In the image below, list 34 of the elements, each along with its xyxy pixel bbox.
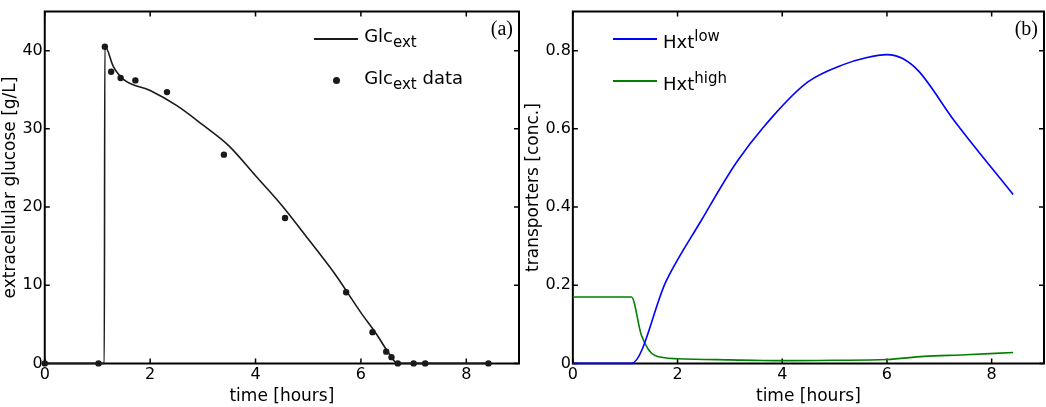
annotation: (a)	[490, 16, 513, 40]
point	[132, 77, 139, 84]
x-tick-label: 6	[881, 364, 893, 384]
x-tick-label: 4	[777, 364, 788, 384]
y-tick-label: 0.8	[545, 39, 571, 59]
x-tick-label: 6	[355, 364, 367, 384]
point	[107, 68, 115, 75]
y-axis-title: transporters [conc.]	[521, 103, 542, 272]
legend-label: Glc$_{ext}$ data	[364, 65, 463, 95]
point	[485, 360, 492, 367]
y-tick-label: 20	[22, 196, 43, 216]
y-tick-label: 0.4	[545, 196, 571, 216]
y-tick-label: 30	[22, 118, 43, 138]
x-tick-label: 2	[145, 364, 156, 384]
y-tick-label: 0.2	[545, 274, 571, 294]
line-series	[572, 296, 1014, 362]
point	[163, 88, 171, 96]
x-tick-label: 2	[672, 364, 683, 384]
y-tick-label: 40	[22, 39, 43, 59]
y-axis-title: extracellular glucose [g/L]	[0, 76, 19, 299]
legend-label: Hxt$^{high}$	[663, 68, 727, 96]
line-series	[572, 53, 1014, 365]
point	[220, 151, 228, 158]
legend-label: Glc$_{ext}$	[364, 24, 417, 53]
x-axis-title: time [hours]	[755, 385, 861, 406]
x-tick-label: 8	[986, 364, 997, 384]
x-axis-title: time [hours]	[229, 385, 335, 406]
y-tick-label: 10	[22, 274, 43, 294]
y-tick-label: 0.6	[545, 118, 571, 138]
x-tick-label: 8	[461, 364, 472, 384]
legend-label: Hxt$^{low}$	[663, 26, 720, 54]
x-tick-label: 4	[250, 364, 261, 384]
annotation: (b)	[1014, 16, 1038, 40]
point	[281, 214, 289, 222]
